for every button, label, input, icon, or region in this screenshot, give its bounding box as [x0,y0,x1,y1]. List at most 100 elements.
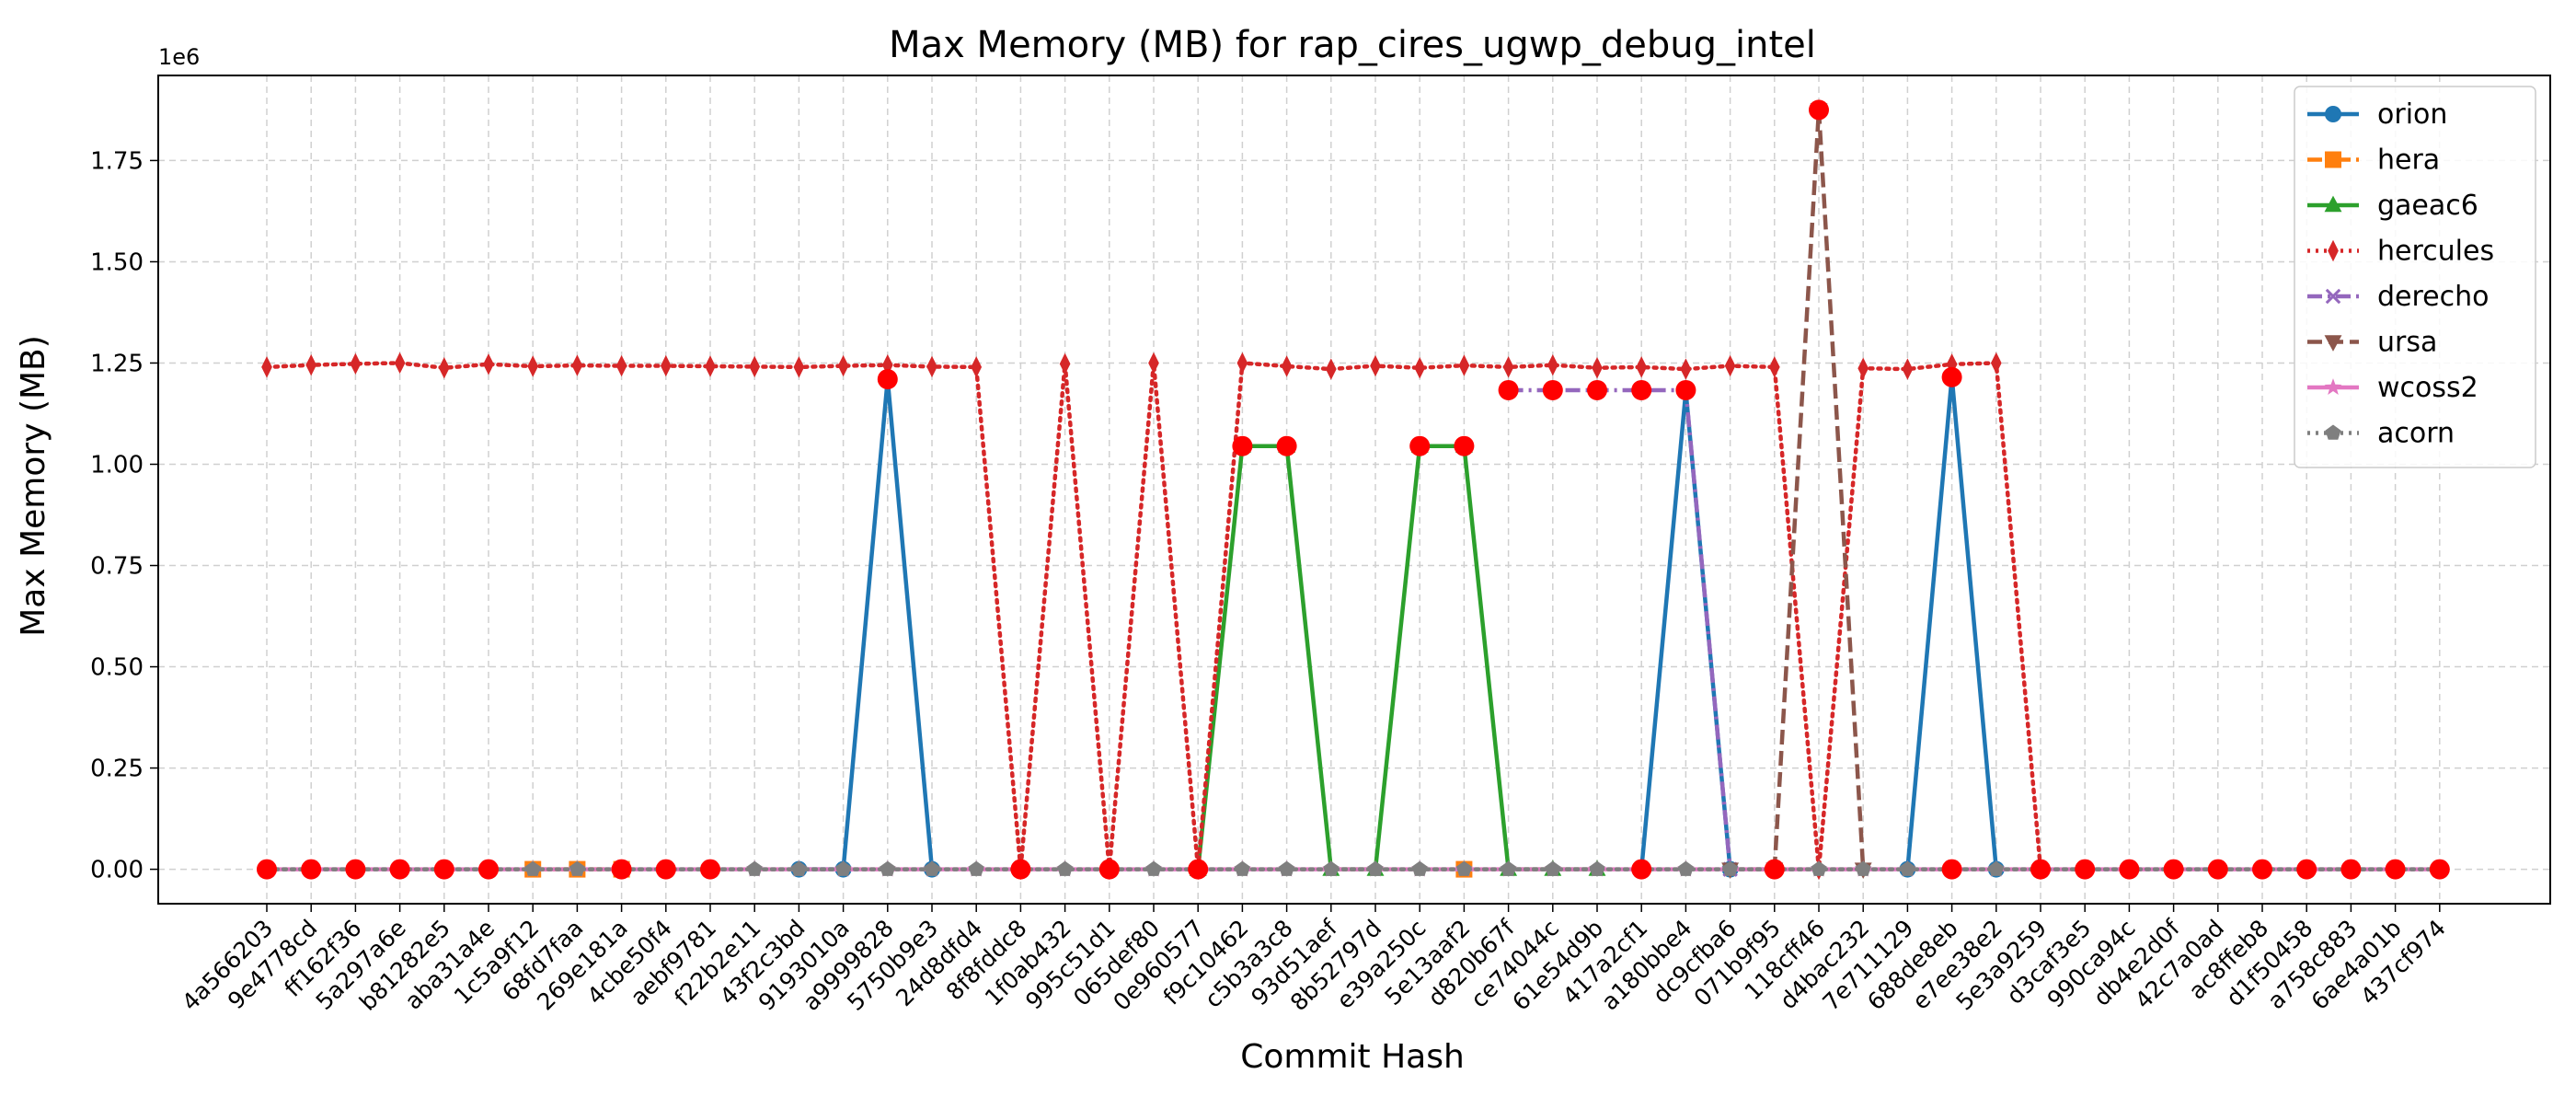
data-point-hercules [749,355,761,378]
data-point-acorn [746,860,763,876]
data-point-hercules [1502,356,1514,378]
highlight-point [1409,435,1431,456]
highlight-point [1232,435,1253,456]
highlight-point [2119,859,2140,880]
data-point-acorn [1323,860,1340,876]
highlight-point [345,859,366,880]
data-point-acorn [1234,860,1250,876]
highlight-point [2385,859,2406,880]
data-point-acorn [1057,860,1074,876]
legend-marker-hercules [2328,239,2339,262]
y-tick-label: 0.00 [90,857,144,884]
y-tick-label: 1.75 [90,147,144,175]
data-point-hercules [1768,356,1780,378]
legend-label-acorn: acorn [2377,418,2455,450]
gridlines [158,75,2550,904]
highlight-point [1276,435,1297,456]
legend-marker-acorn [2325,424,2341,440]
legend-label-derecho: derecho [2377,281,2490,313]
data-point-hercules [926,355,937,378]
data-point-acorn [968,860,984,876]
highlight-point [1454,435,1475,456]
legend-item-derecho: derecho [2307,281,2490,313]
data-point-acorn [1501,860,1517,876]
plot-frame [157,75,2551,905]
data-point-acorn [1988,860,2005,876]
data-point-hercules [350,352,362,375]
highlight-point [1010,859,1031,880]
x-axis-label: Commit Hash [1240,1038,1465,1076]
highlight-point [700,859,720,880]
legend-label-hercules: hercules [2377,236,2494,268]
highlight-point [433,859,454,880]
data-point-hercules [1458,354,1470,376]
data-point-hercules [1547,353,1558,376]
y-tick-label: 1.25 [90,350,144,377]
data-point-hercules [1636,356,1648,378]
data-point-hercules [1370,354,1381,377]
highlight-point [2429,859,2450,880]
data-point-hercules [1857,357,1869,379]
legend-label-hera: hera [2377,144,2440,177]
data-point-acorn [1411,860,1428,876]
legend-label-ursa: ursa [2377,327,2437,359]
data-point-acorn [880,860,896,876]
data-point-acorn [1855,860,1871,876]
highlight-point [2163,859,2184,880]
legend-marker-hera [2325,151,2341,168]
highlight-point [2075,859,2096,880]
data-point-hercules [971,356,983,378]
highlight-point [2030,859,2051,880]
highlight-point [655,859,676,880]
highlight-point [2207,859,2228,880]
highlight-point [1188,859,1209,880]
data-point-acorn [1677,860,1694,876]
legend: orion hera gaeac6 hercules derecho ursa wcoss2… [2294,86,2536,468]
legend-item-hera: hera [2307,144,2440,177]
data-point-hercules [1724,354,1736,377]
highlight-point [2340,859,2362,880]
y-tick-label: 0.50 [90,654,144,682]
data-point-hercules [438,357,450,379]
highlight-point [1631,379,1652,400]
y-axis-label: Max Memory (MB) [15,335,52,637]
highlight-point [478,859,499,880]
y-tick-label: 1.50 [90,248,144,276]
data-point-hercules [1902,358,1914,380]
data-point-acorn [1722,860,1739,876]
highlight-point [2296,859,2317,880]
data-point-hercules [261,356,272,378]
highlight-point [1809,99,1829,121]
highlight-point [2252,859,2272,880]
data-point-acorn [569,860,585,876]
highlight-point [1498,379,1519,400]
data-point-hercules [305,353,317,376]
legend-label-gaeac6: gaeac6 [2377,190,2478,222]
highlight-point [1542,379,1563,400]
legend-item-orion: orion [2307,98,2447,131]
legend-marker-gaeac6 [2324,195,2342,213]
data-point-hercules [1059,352,1071,375]
data-point-hercules [1414,357,1426,379]
highlight-point [1098,859,1120,880]
highlight-point [301,859,322,880]
data-point-acorn [790,860,807,876]
legend-item-ursa: ursa [2307,327,2437,359]
data-point-acorn [1367,860,1384,876]
data-point-acorn [1899,860,1915,876]
data-point-acorn [1589,860,1605,876]
legend-item-gaeac6: gaeac6 [2307,190,2478,222]
highlight-point [877,369,898,390]
highlight-point [389,859,410,880]
data-point-hercules [1325,358,1337,380]
data-point-hercules [1236,352,1248,375]
data-point-acorn [524,860,541,876]
data-point-acorn [835,860,852,876]
data-point-hercules [1990,352,2002,375]
data-point-hercules [1148,352,1159,375]
data-point-hercules [705,355,716,377]
highlight-point [257,859,277,880]
